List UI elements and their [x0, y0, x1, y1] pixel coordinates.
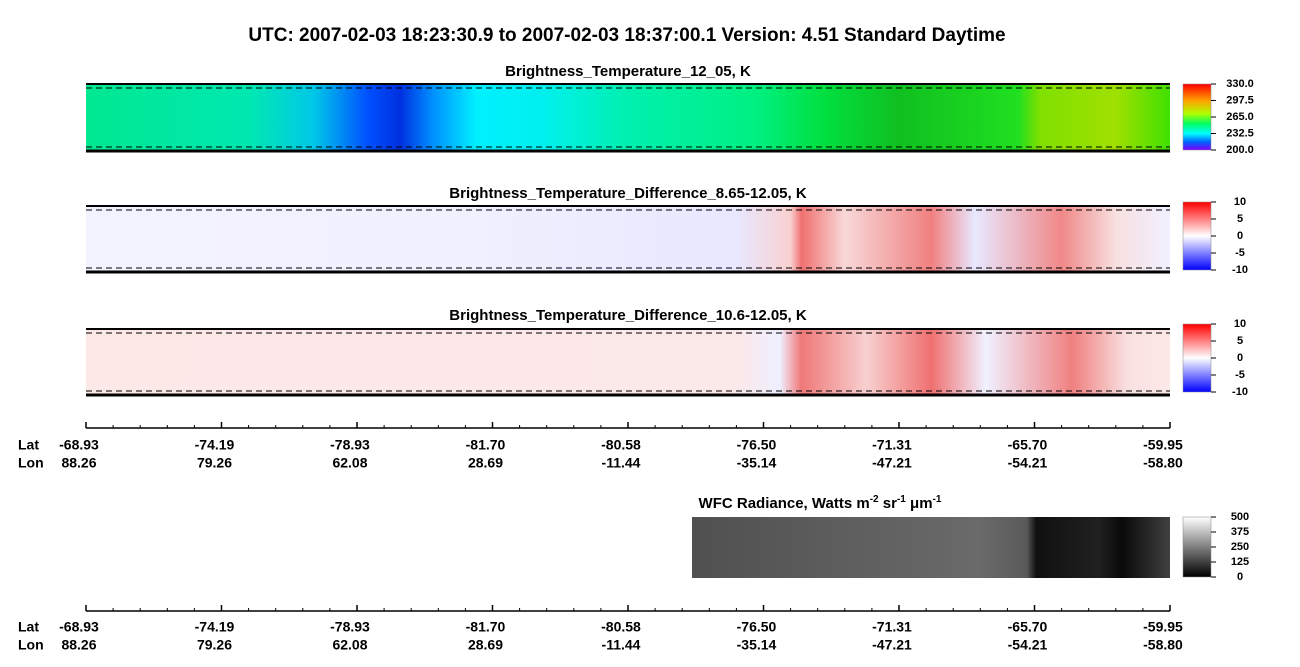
colorbar-label: 330.0 [1226, 78, 1254, 90]
lat-tick-label: -80.58 [601, 437, 641, 453]
title-part: μm [906, 495, 933, 512]
lat-tick-label: -59.95 [1143, 437, 1183, 453]
lat-tick-label: -68.93 [59, 437, 99, 453]
lat-tick-label: -81.70 [466, 619, 506, 635]
lon-tick-label: -58.80 [1143, 637, 1183, 653]
colorbar-label: 200.0 [1226, 144, 1254, 156]
title-sup: -1 [933, 494, 942, 505]
lon-tick-label: 79.26 [197, 455, 232, 471]
lat-tick-label: -65.70 [1008, 619, 1048, 635]
lon-tick-label: -54.21 [1008, 637, 1048, 653]
lat-tick-label: -59.95 [1143, 619, 1183, 635]
panel-title: Brightness_Temperature_Difference_8.65-1… [449, 185, 807, 202]
colorbar [1182, 201, 1212, 271]
colorbar-label: 500 [1231, 511, 1249, 523]
colorbar-label: 0 [1237, 230, 1243, 242]
lon-tick-label: 79.26 [197, 637, 232, 653]
lon-tick-label: 62.08 [332, 455, 367, 471]
colorbar-label: 297.5 [1226, 94, 1254, 106]
colorbar-label: -5 [1235, 369, 1245, 381]
lon-tick-label: -11.44 [602, 455, 641, 471]
image [86, 84, 1170, 151]
lon-tick-label: -47.21 [872, 455, 912, 471]
lat-tick-label: -74.19 [195, 619, 235, 635]
lat-tick-label: -71.31 [872, 437, 912, 453]
lat-tick-label: -65.70 [1008, 437, 1048, 453]
colorbar [1182, 516, 1212, 578]
lat-tick-label: -71.31 [872, 619, 912, 635]
lat-tick-label: -76.50 [737, 437, 777, 453]
lat-label: Lat [18, 437, 39, 453]
lon-tick-label: -35.14 [737, 637, 777, 653]
image [86, 206, 1170, 272]
colorbar-label: 5 [1237, 213, 1243, 225]
lon-tick-label: 88.26 [61, 455, 96, 471]
colorbar-label: 10 [1234, 318, 1246, 330]
title-sup: -2 [870, 494, 879, 505]
colorbar-label: 10 [1234, 196, 1246, 208]
lon-tick-label: -54.21 [1008, 455, 1048, 471]
root: UTC: 2007-02-03 18:23:30.9 to 2007-02-03… [18, 25, 1254, 653]
lon-tick-label: 28.69 [468, 455, 503, 471]
panel-title: WFC Radiance, Watts m-2 sr-1 μm-1 [699, 494, 942, 512]
colorbar-label: 125 [1231, 556, 1249, 568]
lon-tick-label: 88.26 [61, 637, 96, 653]
lat-tick-label: -68.93 [59, 619, 99, 635]
page-title: UTC: 2007-02-03 18:23:30.9 to 2007-02-03… [248, 25, 1005, 46]
image [692, 517, 1170, 578]
colorbar-label: 375 [1231, 526, 1249, 538]
lon-tick-label: 62.08 [332, 637, 367, 653]
lat-tick-label: -78.93 [330, 619, 370, 635]
lat-tick-label: -76.50 [737, 619, 777, 635]
colorbar-label: 0 [1237, 352, 1243, 364]
colorbar-label: -10 [1232, 264, 1248, 276]
lat-tick-label: -74.19 [195, 437, 235, 453]
title-sup: -1 [897, 494, 906, 505]
lon-label: Lon [18, 637, 44, 653]
lon-tick-label: 28.69 [468, 637, 503, 653]
lon-label: Lon [18, 455, 44, 471]
colorbar [1182, 323, 1212, 393]
colorbar-label: 5 [1237, 335, 1243, 347]
lon-tick-label: -11.44 [602, 637, 641, 653]
colorbar-label: 265.0 [1226, 111, 1254, 123]
lat-label: Lat [18, 619, 39, 635]
colorbar-label: 250 [1231, 541, 1249, 553]
lon-tick-label: -58.80 [1143, 455, 1183, 471]
lat-tick-label: -78.93 [330, 437, 370, 453]
lon-tick-label: -35.14 [737, 455, 777, 471]
colorbar-label: 0 [1237, 571, 1243, 583]
panel-title: Brightness_Temperature_Difference_10.6-1… [449, 307, 807, 324]
colorbar-label: 232.5 [1226, 127, 1254, 139]
lon-tick-label: -47.21 [872, 637, 912, 653]
colorbar-label: -5 [1235, 247, 1245, 259]
panel-title: Brightness_Temperature_12_05, K [505, 63, 751, 80]
lat-tick-label: -80.58 [601, 619, 641, 635]
colorbar-label: -10 [1232, 386, 1248, 398]
image [86, 329, 1170, 395]
lat-tick-label: -81.70 [466, 437, 506, 453]
title-part: sr [879, 495, 898, 512]
title-part: WFC Radiance, Watts m [699, 495, 870, 512]
colorbar [1182, 83, 1212, 151]
